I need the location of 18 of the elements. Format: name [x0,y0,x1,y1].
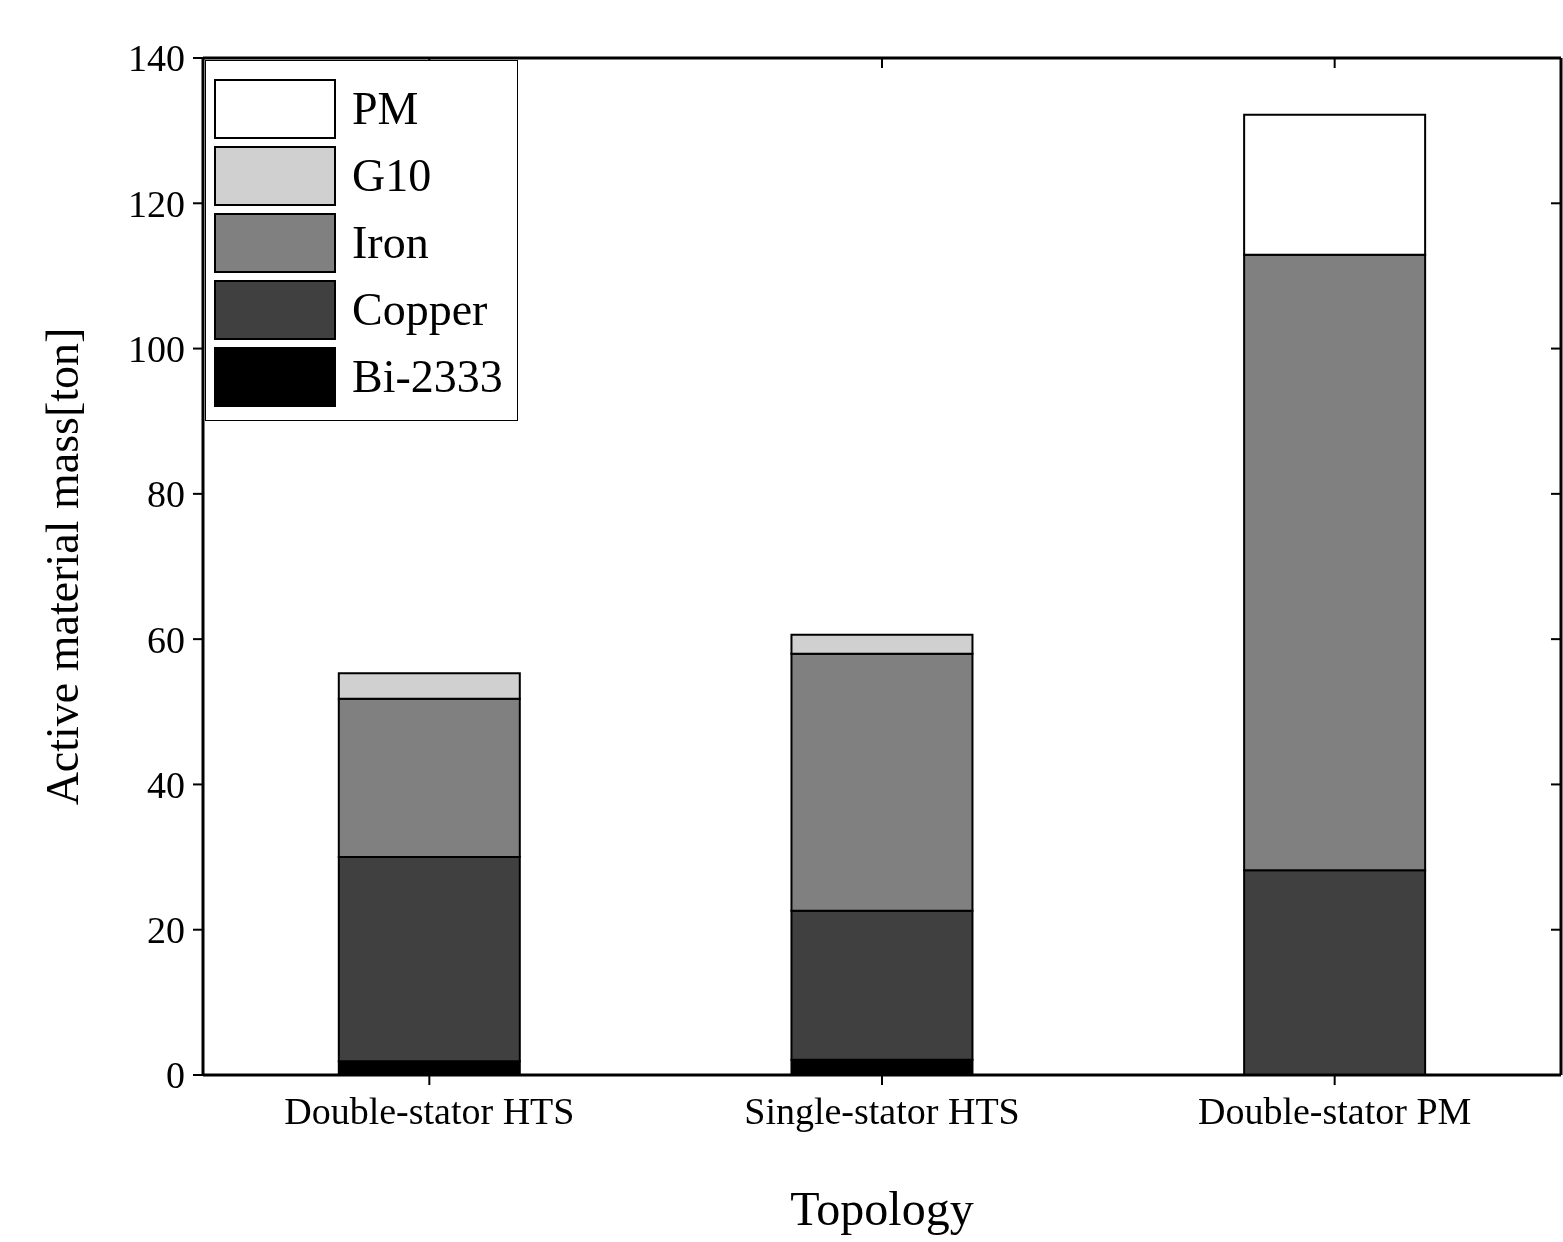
y-tick-label: 100 [128,328,185,371]
y-tick-label: 120 [128,182,185,225]
legend-label: Bi-2333 [352,350,503,403]
legend-label: Iron [352,216,429,269]
y-tick-label: 80 [147,473,185,516]
y-tick-label: 0 [166,1054,185,1097]
legend-label: G10 [352,149,432,202]
x-tick-label: Double-stator HTS [284,1089,575,1132]
y-tick-label: 60 [147,618,185,661]
legend-label: Copper [352,283,488,336]
y-tick-label: 140 [128,37,185,80]
x-axis-title: Topology [790,1182,974,1235]
y-tick-label: 40 [147,763,185,806]
x-tick-label: Double-stator PM [1197,1089,1472,1132]
y-tick-label: 20 [147,909,185,952]
x-tick-label: Single-stator HTS [744,1089,1020,1132]
legend-label: PM [352,82,419,135]
y-axis-title: Active material mass[ton] [37,327,89,806]
